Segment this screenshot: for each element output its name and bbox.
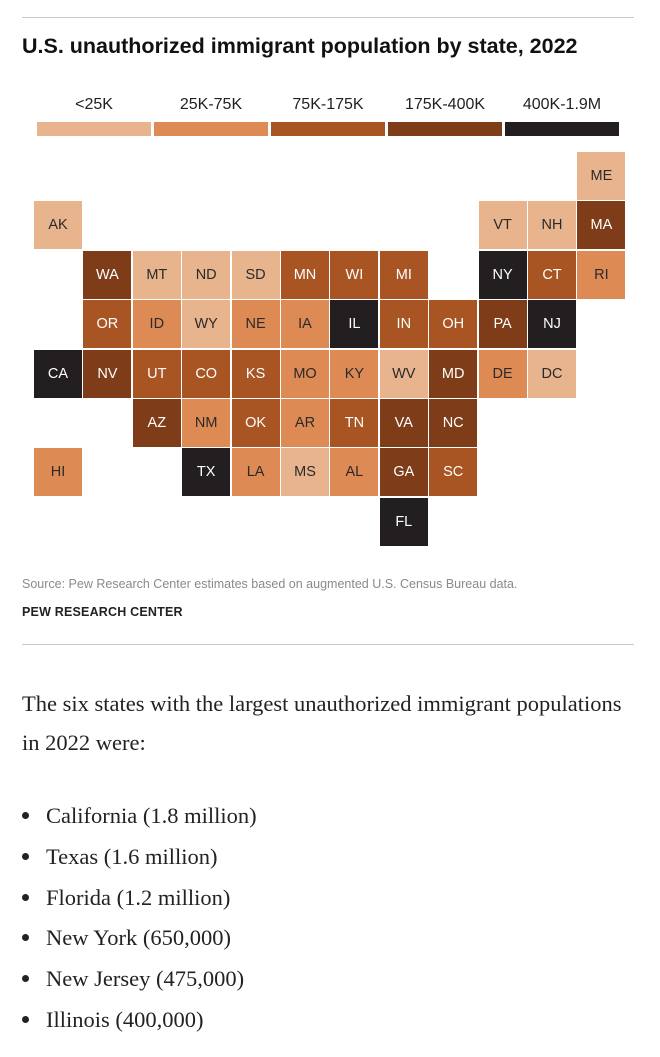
brand-name: PEW RESEARCH CENTER	[22, 605, 183, 619]
state-tile-ma: MA	[577, 201, 626, 250]
state-tile-wi: WI	[330, 250, 379, 299]
list-item-text: New Jersey (475,000)	[46, 966, 245, 992]
intro-paragraph: The six states with the largest unauthor…	[22, 691, 622, 755]
list-item-text: Illinois (400,000)	[46, 1006, 204, 1032]
state-tile-mi: MI	[379, 250, 428, 299]
state-tile-pa: PA	[478, 300, 527, 349]
state-tile-nc: NC	[429, 399, 478, 447]
state-tile-ms: MS	[281, 448, 329, 497]
state-tile-de: DE	[478, 349, 527, 398]
state-tile-ks: KS	[231, 349, 280, 398]
bullet-dot	[22, 893, 29, 901]
map-title: U.S. unauthorized immigrant population b…	[22, 34, 578, 58]
list-item: Florida (1.2 million)	[22, 878, 257, 919]
list-item: Texas (1.6 million)	[22, 837, 257, 878]
state-tile-va: VA	[379, 399, 428, 447]
source-note: Source: Pew Research Center estimates ba…	[22, 577, 518, 591]
state-tile-la: LA	[231, 448, 280, 497]
list-item: Illinois (400,000)	[22, 1000, 257, 1041]
state-tile-mn: MN	[281, 250, 329, 299]
state-tile-ak: AK	[34, 201, 82, 250]
list-item-text: Texas (1.6 million)	[46, 843, 218, 869]
legend-swatch-2	[154, 122, 268, 136]
legend-swatch-1	[37, 122, 151, 136]
list-item-text: California (1.8 million)	[46, 803, 257, 828]
state-tile-ia: IA	[281, 300, 329, 349]
state-tile-in: IN	[379, 300, 428, 349]
state-tile-mt: MT	[132, 250, 181, 299]
state-tile-al: AL	[330, 448, 379, 497]
state-tile-nd: ND	[182, 250, 231, 299]
bottom-divider	[22, 644, 634, 645]
state-tile-ct: CT	[528, 250, 576, 299]
state-tile-ri: RI	[577, 250, 626, 299]
bullet-dot	[22, 852, 29, 860]
legend-swatch-3	[271, 122, 385, 136]
list-item-text: New York (650,000)	[46, 925, 231, 951]
state-tile-ky: KY	[330, 349, 379, 398]
state-tile-co: CO	[182, 349, 231, 398]
bullet-dot	[22, 975, 29, 983]
legend-swatch-4	[388, 122, 502, 136]
state-tile-tx: TX	[182, 448, 231, 497]
state-tile-ne: NE	[231, 300, 280, 349]
legend-label-5: 400K-1.9M	[522, 96, 602, 113]
state-tile-ok: OK	[231, 399, 280, 447]
state-tile-nv: NV	[83, 349, 132, 398]
legend-label-1: <25K	[75, 96, 113, 113]
list-item-text: Florida (1.2 million)	[46, 884, 231, 910]
state-tile-nj: NJ	[528, 300, 576, 349]
state-tile-md: MD	[429, 349, 478, 398]
state-tile-az: AZ	[132, 399, 181, 447]
bullet-dot	[22, 1015, 29, 1023]
state-tile-ar: AR	[281, 399, 329, 447]
state-tile-id: ID	[132, 300, 181, 349]
state-tile-oh: OH	[429, 300, 478, 349]
legend-swatch-5	[505, 122, 619, 136]
state-tile-ut: UT	[132, 349, 181, 398]
state-tile-il: IL	[330, 300, 379, 349]
state-tile-vt: VT	[478, 201, 527, 250]
state-tile-me: ME	[577, 152, 626, 200]
state-tile-mo: MO	[281, 349, 329, 398]
state-tile-sd: SD	[231, 250, 280, 299]
list-item: New Jersey (475,000)	[22, 959, 257, 1000]
state-tile-ca: CA	[34, 349, 82, 398]
state-tile-nm: NM	[182, 399, 231, 447]
top-states-list: California (1.8 million) Texas (1.6 mill…	[22, 796, 257, 1041]
top-divider	[22, 17, 634, 18]
legend-label-2: 25K-75K	[179, 96, 243, 113]
state-tile-dc: DC	[528, 349, 576, 398]
state-tile-ga: GA	[379, 448, 428, 497]
bullet-dot	[22, 812, 29, 819]
legend-label-4: 175K-400K	[404, 96, 486, 113]
state-tile-wa: WA	[83, 250, 132, 299]
state-tile-sc: SC	[429, 448, 478, 497]
state-tile-hi: HI	[34, 448, 82, 497]
state-tile-ny: NY	[478, 250, 527, 299]
bullet-dot	[22, 934, 29, 942]
state-tile-wy: WY	[182, 300, 231, 349]
list-item: California (1.8 million)	[22, 796, 257, 837]
state-tile-tn: TN	[330, 399, 379, 447]
state-tile-fl: FL	[379, 497, 428, 546]
list-item: New York (650,000)	[22, 918, 257, 959]
legend-label-3: 75K-175K	[292, 96, 364, 113]
state-tile-nh: NH	[528, 201, 576, 250]
state-tile-or: OR	[83, 300, 132, 349]
state-tile-wv: WV	[379, 349, 428, 398]
